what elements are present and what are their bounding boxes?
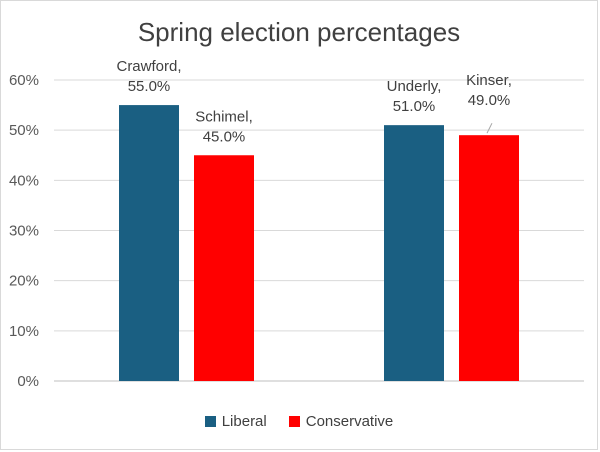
y-tick-label: 30% — [9, 223, 39, 240]
legend-swatch — [204, 416, 216, 427]
chart-legend: Liberal Conservative — [1, 413, 597, 430]
data-label: Crawford, 55.0% — [116, 58, 181, 95]
y-tick-label: 20% — [9, 273, 39, 290]
y-tick-label: 50% — [9, 122, 39, 139]
data-label: Underly, 51.0% — [387, 78, 442, 115]
legend-label: Conservative — [305, 413, 394, 430]
bar-conservative-1 — [194, 155, 254, 381]
legend-item-conservative: Conservative — [288, 413, 394, 430]
label-leader-line — [486, 122, 493, 134]
data-label: Kinser, 49.0% — [466, 72, 512, 109]
data-label: Schimel, 45.0% — [195, 108, 253, 145]
legend-swatch — [288, 416, 300, 427]
y-tick-label: 40% — [9, 172, 39, 189]
chart-title: Spring election percentages — [137, 17, 461, 47]
y-tick-label: 60% — [9, 72, 39, 89]
bar-liberal-1 — [119, 105, 179, 381]
bar-liberal-2 — [384, 125, 444, 382]
bar-conservative-2 — [459, 135, 519, 381]
y-tick-label: 10% — [9, 323, 39, 340]
legend-label: Liberal — [221, 413, 267, 430]
y-tick-label: 0% — [17, 373, 39, 390]
legend-item-liberal: Liberal — [204, 413, 267, 430]
